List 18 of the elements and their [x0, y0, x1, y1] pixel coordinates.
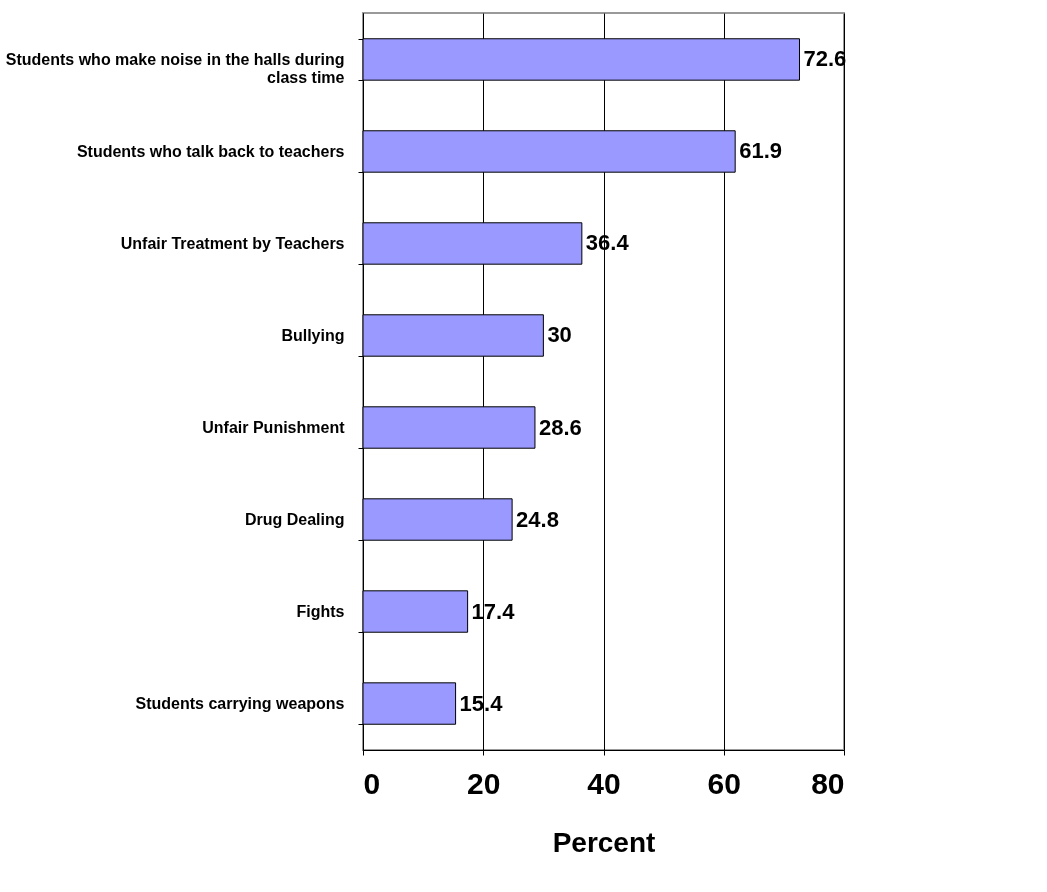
y-tick-label: Fights — [296, 603, 345, 621]
data-label: 28.6 — [538, 414, 582, 440]
data-label: 61.9 — [739, 138, 782, 164]
y-tick-label: Unfair Punishment — [202, 419, 346, 437]
y-tick-label: Students who talk back to teachers — [76, 142, 345, 160]
x-tick-label: 20 — [467, 766, 501, 800]
y-tick-label: Bullying — [281, 326, 345, 344]
x-tick-label: 40 — [587, 766, 621, 800]
y-tick-label: Drug Dealing — [244, 511, 345, 529]
data-label: 24.8 — [516, 506, 559, 532]
y-tick-label: Students carrying weapons — [135, 695, 345, 713]
x-tick-label: 60 — [707, 766, 741, 800]
x-tick-label: 0 — [363, 766, 381, 800]
data-label: 30 — [547, 322, 572, 348]
x-axis-title: Percent — [552, 826, 656, 858]
y-tick-label: Students who make noise in the halls during class time — [5, 50, 345, 86]
y-tick-label: Unfair Treatment by Teachers — [120, 234, 345, 252]
x-tick-label: 80 — [811, 766, 845, 800]
